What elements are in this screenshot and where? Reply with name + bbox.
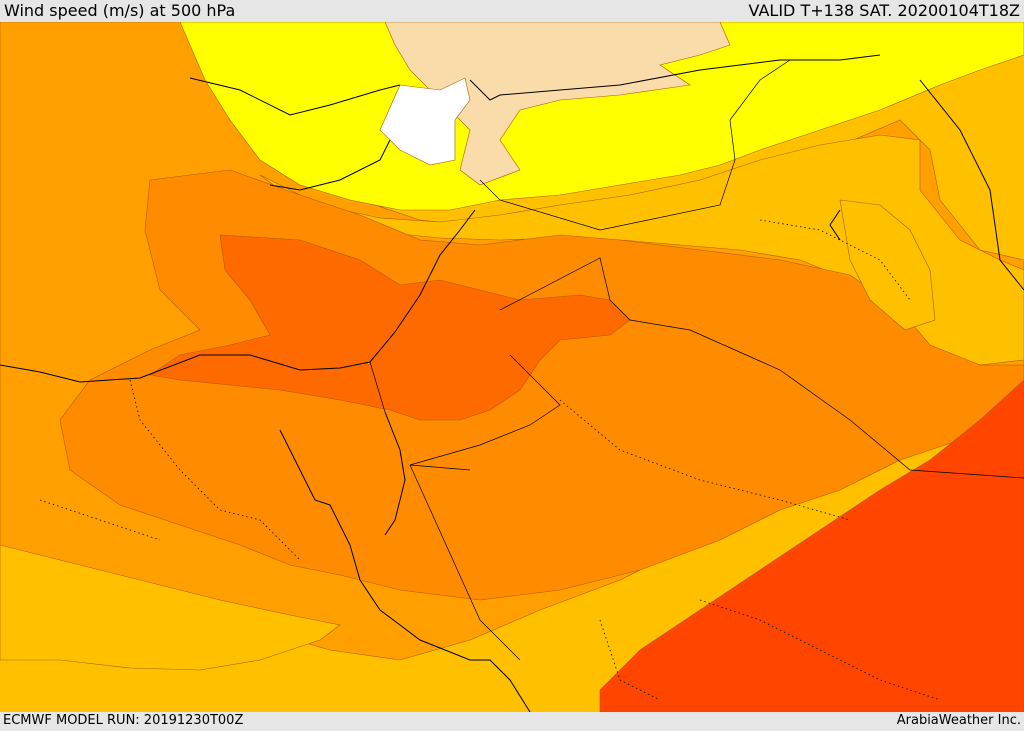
credit: ArabiaWeather Inc. bbox=[896, 712, 1021, 728]
country-borders bbox=[369, 59, 1024, 661]
admin-boundaries bbox=[39, 219, 941, 701]
coastlines bbox=[0, 54, 1024, 712]
valid-time: VALID T+138 SAT. 20200104T18Z bbox=[748, 1, 1020, 20]
wind-band-yellow-north bbox=[179, 22, 1024, 211]
map-title: Wind speed (m/s) at 500 hPa bbox=[4, 1, 236, 20]
wind-band-gold-east bbox=[839, 199, 936, 331]
wind-band-red-orange bbox=[599, 379, 1024, 712]
map-header: Wind speed (m/s) at 500 hPa VALID T+138 … bbox=[0, 0, 1024, 22]
model-run: ECMWF MODEL RUN: 20191230T00Z bbox=[3, 712, 244, 728]
wind-band-dark-orange bbox=[149, 234, 631, 421]
wind-speed-map bbox=[0, 22, 1024, 712]
wind-band-gold-southwest bbox=[0, 544, 341, 671]
map-footer: ECMWF MODEL RUN: 20191230T00Z ArabiaWeat… bbox=[0, 712, 1024, 729]
